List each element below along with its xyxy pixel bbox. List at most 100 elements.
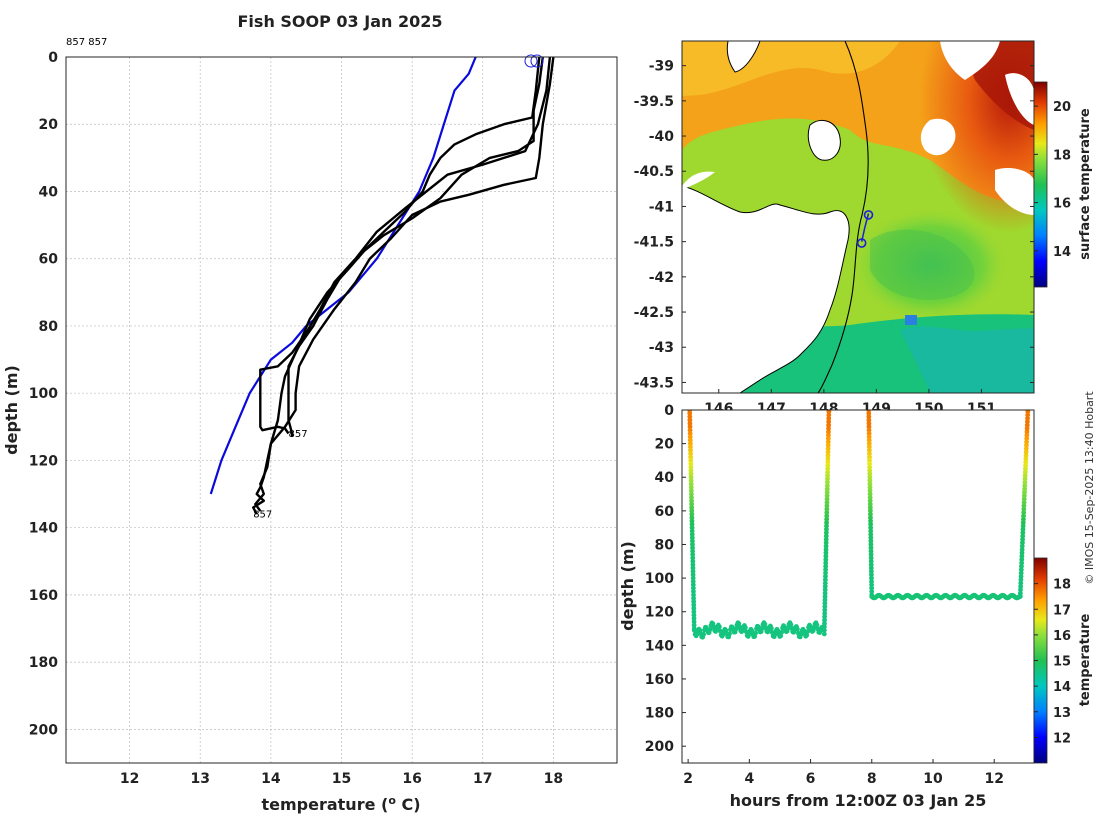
- section-point-down: [869, 582, 874, 588]
- section-point-down: [691, 602, 697, 608]
- profile-y-tick-label: 40: [39, 184, 59, 200]
- section-point-down: [869, 572, 874, 578]
- section-point-up: [825, 459, 831, 465]
- section-point-up: [822, 624, 827, 630]
- section-point-down: [687, 417, 693, 423]
- section-point-down: [689, 525, 695, 531]
- section-point-up: [1022, 479, 1028, 485]
- profile-y-tick-label: 60: [39, 252, 59, 268]
- sst-eddy-ring: [870, 229, 975, 300]
- profile-line-cast-2: [287, 57, 544, 437]
- section-point-up: [1022, 486, 1028, 492]
- section-point-down: [869, 585, 875, 591]
- section-point-down: [689, 511, 695, 517]
- section-point-down: [690, 572, 696, 578]
- section-point-down: [867, 508, 873, 514]
- section-point-down: [689, 498, 694, 504]
- section-point-up: [1024, 436, 1030, 441]
- section-point-down: [690, 542, 695, 547]
- section-point-down: [688, 484, 694, 490]
- section-point-down: [689, 515, 695, 520]
- section-point-down: [687, 437, 693, 443]
- section-point-down: [867, 458, 872, 463]
- section-point-bottom: [794, 626, 800, 632]
- section-point-up: [1018, 567, 1024, 573]
- section-point-up: [822, 594, 828, 599]
- sst-colorbar-tick-label: 16: [1053, 197, 1071, 212]
- section-point-down: [868, 535, 874, 541]
- section-point-up: [1024, 422, 1030, 428]
- profile-panel: 12 13 14 15 16 17 1802040608010012014016018020…: [2, 37, 618, 814]
- profile-x-axis-label-main: temperature (: [261, 795, 388, 814]
- temperature-colorbar-tick-label: 16: [1053, 629, 1071, 644]
- section-point-down: [688, 458, 694, 463]
- profile-gridlines: [66, 56, 617, 763]
- section-point-down: [868, 562, 874, 568]
- section-point-up: [823, 570, 828, 576]
- section-point-down: [689, 518, 695, 524]
- section-point-up: [824, 516, 830, 522]
- section-point-up: [1022, 476, 1028, 482]
- victoria-coast: [726, 41, 761, 73]
- map-y-tick-label: -43: [649, 340, 674, 356]
- section-point-up: [825, 456, 831, 462]
- surface-position-markers: [524, 54, 544, 68]
- map-y-tick-label: -41.5: [634, 235, 674, 251]
- section-point-down: [867, 474, 873, 480]
- section-point-down: [867, 461, 872, 467]
- section-point-up: [1018, 580, 1024, 586]
- map-y-tick-label: -40: [649, 129, 675, 145]
- section-point-down: [867, 498, 873, 504]
- section-point-up: [825, 466, 831, 472]
- section-point-up: [822, 590, 828, 596]
- section-point-up: [1019, 547, 1025, 552]
- section-point-down: [690, 565, 696, 571]
- section-point-up: [825, 449, 831, 455]
- section-point-up: [1022, 483, 1028, 489]
- section-point-up: [822, 621, 827, 626]
- section-point-up: [824, 523, 829, 529]
- section-point-down: [868, 565, 874, 571]
- section-point-up: [825, 439, 831, 445]
- sst-cold-spot: [905, 315, 917, 325]
- sst-colorbar-label: surface temperature: [1078, 108, 1093, 260]
- section-point-up: [824, 493, 830, 499]
- section-point-bottom: [788, 622, 794, 627]
- section-point-up: [823, 543, 829, 549]
- section-point-down: [867, 481, 873, 487]
- section-point-down: [868, 545, 874, 551]
- section-point-up: [825, 432, 831, 438]
- section-point-down: [866, 447, 872, 453]
- section-point-up: [825, 479, 830, 485]
- section-point-down: [869, 575, 874, 581]
- section-point-down: [690, 562, 696, 568]
- section-point-up: [825, 452, 831, 458]
- section-point-up: [1020, 533, 1026, 539]
- section-point-down: [688, 474, 694, 480]
- section-point-up: [1020, 520, 1026, 526]
- track-start-marker: [856, 238, 867, 248]
- section-point-down: [691, 612, 697, 618]
- section-point-up: [1021, 500, 1027, 505]
- section-point-up: [1018, 574, 1024, 579]
- profile-axis-frame: [65, 56, 618, 764]
- section-point-down: [691, 622, 697, 628]
- section-point-bottom: [779, 629, 784, 635]
- section-point-down: [868, 538, 874, 544]
- profile-y-tick-label: 180: [29, 655, 58, 671]
- section-point-up: [1021, 510, 1027, 515]
- section-point-up: [1025, 416, 1030, 421]
- section-point-up: [823, 563, 829, 569]
- section-point-up: [1023, 466, 1028, 472]
- section-point-up: [1020, 523, 1026, 529]
- profile-x-tick-label: 17: [473, 771, 492, 787]
- section-point-up: [823, 540, 829, 546]
- cloud-patch-2: [920, 118, 956, 156]
- section-point-bottom: [805, 629, 811, 634]
- section-point-bottom: [727, 631, 732, 637]
- temperature-colorbar-tick-label: 14: [1053, 680, 1071, 695]
- profile-y-tick-label: 120: [29, 453, 58, 469]
- section-point-down: [687, 434, 693, 440]
- section-point-up: [824, 526, 829, 532]
- section-point-down: [868, 568, 874, 574]
